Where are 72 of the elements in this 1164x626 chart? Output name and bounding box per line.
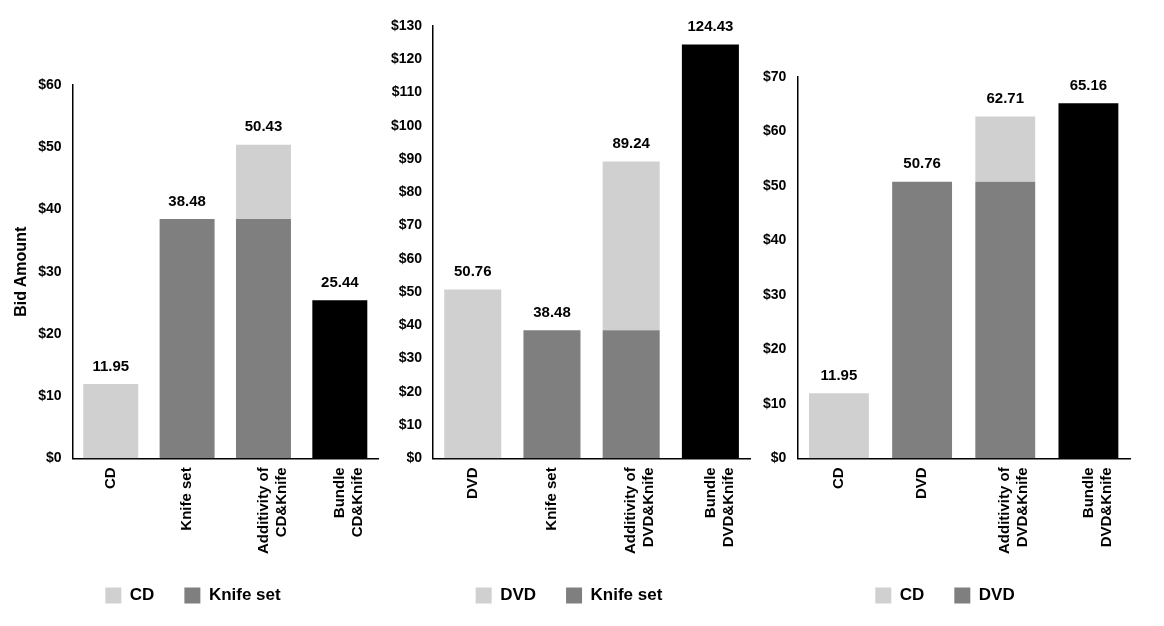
y-tick-label: $30 <box>38 262 62 279</box>
total-label: 11.95 <box>820 365 858 383</box>
total-label: 38.48 <box>168 191 206 209</box>
y-tick-label: $130 <box>390 16 423 33</box>
y-tick-label: $30 <box>398 349 423 366</box>
x-tick-label: Bundle DVD&Knife <box>1078 467 1114 548</box>
y-tick-label: $90 <box>398 149 423 166</box>
total-label: 11.95 <box>92 356 130 374</box>
bar <box>975 116 1036 182</box>
y-tick-label: $0 <box>406 449 423 466</box>
total-label: 50.76 <box>903 154 941 172</box>
x-tick-label: CD <box>829 467 847 490</box>
bar <box>523 330 581 459</box>
legend-label: CD <box>129 585 155 605</box>
y-tick-label: $40 <box>38 200 62 217</box>
x-tick-label: DVD <box>912 467 930 500</box>
bar <box>83 384 139 459</box>
x-tick-label: Additivity of DVD&Knife <box>621 466 657 555</box>
x-tick-label: Additivity of CD&Knife <box>253 466 289 555</box>
total-label: 124.43 <box>687 17 734 35</box>
y-tick-label: $40 <box>763 231 787 248</box>
y-tick-label: $110 <box>391 83 423 100</box>
legend-label: DVD <box>978 585 1015 605</box>
y-tick-label: $70 <box>398 216 423 233</box>
y-tick-label: $50 <box>398 282 423 299</box>
x-tick-label: CD <box>100 467 118 490</box>
x-tick-label: Bundle CD&Knife <box>329 467 365 538</box>
bar <box>159 219 215 459</box>
y-tick-label: $100 <box>390 116 423 133</box>
y-tick-label: $10 <box>38 387 62 404</box>
y-axis-title: Bid Amount <box>12 226 30 317</box>
y-tick-label: $120 <box>390 50 423 67</box>
y-tick-label: $20 <box>398 382 423 399</box>
y-tick-label: $0 <box>770 449 787 466</box>
x-tick-label: DVD <box>462 467 480 500</box>
legend-label: Knife set <box>590 585 663 605</box>
bar <box>809 393 869 459</box>
y-tick-label: $10 <box>763 394 787 411</box>
x-tick-label: Knife set <box>542 467 560 531</box>
y-tick-label: $40 <box>398 316 423 333</box>
y-tick-label: $60 <box>38 76 62 93</box>
bar <box>892 181 953 459</box>
total-label: 38.48 <box>533 303 571 321</box>
y-tick-label: $50 <box>38 138 62 155</box>
x-tick-label: Additivity of DVD&Knife <box>995 466 1031 555</box>
y-tick-label: $20 <box>763 340 787 357</box>
total-label: 89.24 <box>612 134 651 152</box>
bar <box>975 181 1036 459</box>
y-tick-label: $10 <box>398 415 423 432</box>
total-label: 25.44 <box>321 272 360 290</box>
y-tick-label: $20 <box>38 324 62 341</box>
bar <box>235 144 291 220</box>
legend-label: DVD <box>500 585 537 605</box>
y-tick-label: $0 <box>45 449 62 466</box>
bar <box>602 161 660 331</box>
bar <box>235 219 291 459</box>
bar <box>444 289 502 459</box>
y-tick-label: $50 <box>763 176 787 193</box>
total-label: 65.16 <box>1069 75 1108 93</box>
x-tick-label: Bundle DVD&Knife <box>700 467 736 548</box>
y-tick-label: $80 <box>398 183 423 200</box>
y-tick-label: $30 <box>763 285 787 302</box>
legend-label: CD <box>899 585 925 605</box>
x-tick-label: Knife set <box>177 467 195 531</box>
total-label: 50.76 <box>453 262 492 280</box>
legend-label: Knife set <box>208 585 282 605</box>
total-label: 50.43 <box>244 117 283 135</box>
total-label: 62.71 <box>986 89 1025 107</box>
bar <box>602 330 660 459</box>
y-tick-label: $70 <box>763 67 787 84</box>
y-tick-label: $60 <box>763 122 787 139</box>
y-tick-label: $60 <box>398 249 423 266</box>
